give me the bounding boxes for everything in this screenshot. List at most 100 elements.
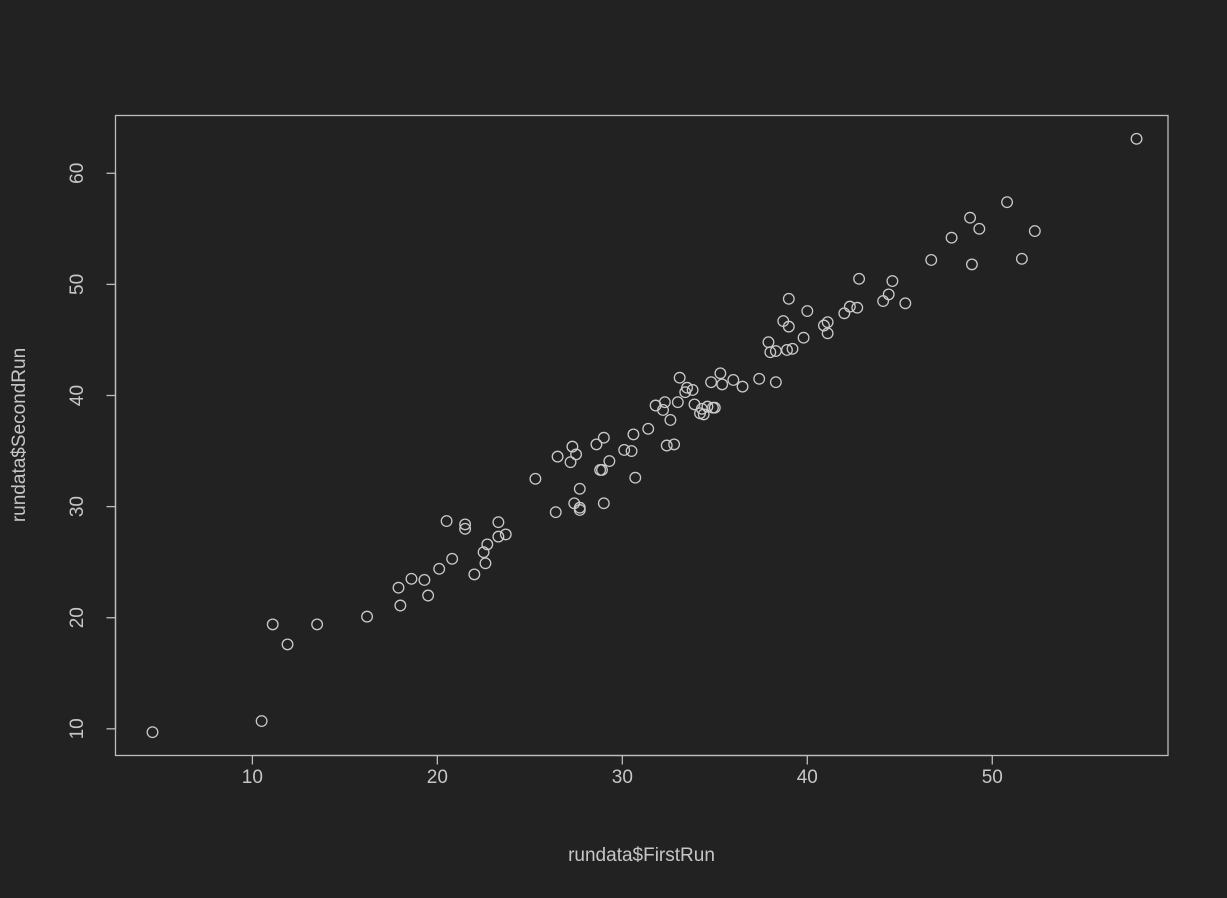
data-point: [266, 618, 279, 631]
data-point: [422, 589, 435, 602]
data-point: [764, 346, 777, 359]
data-point: [590, 438, 603, 451]
x-tick-label: 40: [797, 767, 818, 788]
data-point: [477, 546, 490, 559]
data-point: [708, 401, 721, 414]
x-axis-title: rundata$FirstRun: [568, 845, 715, 866]
data-point: [529, 472, 542, 485]
y-tick-label: 60: [67, 163, 88, 184]
data-point: [782, 292, 795, 305]
y-axis-title: rundata$SecondRun: [9, 348, 30, 522]
data-point: [882, 288, 895, 301]
x-tick-label: 10: [242, 767, 263, 788]
data-point: [392, 581, 405, 594]
data-point: [596, 463, 608, 476]
data-point: [727, 373, 740, 386]
data-point: [566, 440, 579, 453]
data-point: [1028, 225, 1041, 238]
data-point: [311, 618, 324, 631]
data-point: [255, 715, 268, 728]
data-point: [479, 557, 492, 570]
data-point: [146, 726, 159, 739]
data-point: [618, 443, 631, 456]
data-point: [627, 428, 640, 441]
data-point: [838, 307, 851, 320]
y-tick-label: 30: [67, 496, 88, 517]
data-point: [821, 316, 834, 329]
data-point: [281, 638, 294, 651]
data-point: [629, 471, 642, 484]
data-point: [851, 301, 864, 314]
data-point: [801, 305, 814, 318]
plot-area-frame: [114, 114, 1169, 757]
data-point: [459, 518, 472, 531]
y-tick-label: 50: [67, 274, 88, 295]
data-point: [361, 610, 374, 623]
data-point: [681, 381, 694, 394]
data-point: [877, 295, 890, 308]
x-tick-label: 20: [427, 767, 448, 788]
data-point: [499, 528, 512, 541]
data-point: [549, 506, 562, 519]
y-tick-label: 10: [67, 718, 88, 739]
data-point: [965, 258, 978, 271]
data-point: [769, 376, 782, 389]
data-point: [459, 522, 472, 535]
data-points: [146, 132, 1143, 739]
data-point: [782, 320, 795, 333]
data-point: [1001, 196, 1014, 209]
data-point: [668, 438, 681, 451]
data-point: [753, 372, 766, 385]
data-point: [603, 455, 616, 468]
data-point: [701, 400, 714, 413]
data-point: [686, 383, 699, 396]
data-point: [564, 456, 577, 469]
data-point: [573, 482, 586, 495]
data-point: [570, 448, 583, 461]
data-point: [642, 422, 655, 435]
data-point: [736, 380, 749, 393]
data-point: [786, 342, 799, 355]
data-point: [762, 336, 775, 349]
data-point: [1015, 252, 1028, 265]
data-point: [925, 253, 938, 266]
data-point: [973, 222, 986, 235]
data-point: [573, 501, 586, 514]
y-tick-label: 20: [67, 607, 88, 628]
data-point: [945, 231, 958, 244]
data-point: [492, 530, 505, 543]
data-point: [446, 552, 459, 565]
data-point: [853, 272, 866, 285]
data-point: [664, 413, 677, 426]
data-point: [705, 376, 718, 389]
data-point: [899, 297, 912, 310]
x-axis: 10 20 30 40 50: [242, 754, 1003, 788]
data-point: [660, 439, 673, 452]
data-point: [843, 300, 856, 313]
data-point: [405, 572, 418, 585]
y-tick-label: 40: [67, 385, 88, 406]
data-point: [433, 562, 446, 575]
data-point: [625, 445, 638, 458]
y-axis: 10 20 30 40 50 60: [67, 163, 117, 739]
data-point: [817, 319, 830, 332]
data-point: [492, 516, 505, 529]
data-point: [468, 568, 481, 581]
data-point: [481, 538, 494, 551]
data-point: [697, 408, 710, 421]
x-tick-label: 50: [982, 767, 1003, 788]
data-point: [658, 396, 671, 409]
data-point: [551, 450, 564, 463]
data-point: [716, 378, 729, 391]
x-tick-label: 30: [612, 767, 633, 788]
data-point: [671, 396, 684, 409]
data-point: [597, 431, 610, 444]
data-point: [440, 515, 453, 528]
data-point: [597, 497, 610, 510]
data-point: [1130, 132, 1143, 145]
data-point: [781, 343, 793, 356]
data-point: [964, 211, 977, 224]
data-point: [418, 573, 431, 586]
data-point: [673, 371, 686, 384]
